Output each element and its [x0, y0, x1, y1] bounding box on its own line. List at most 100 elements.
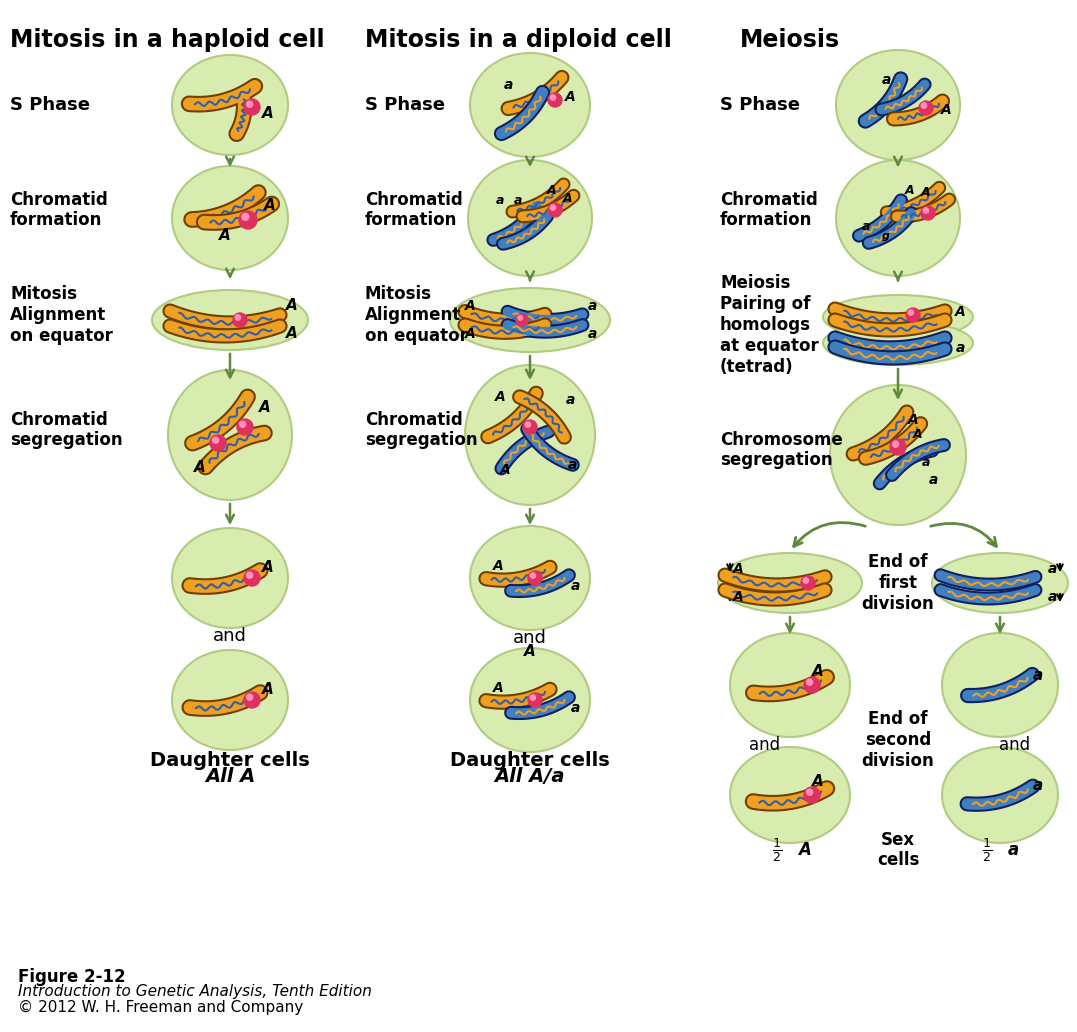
- Text: Mitosis in a haploid cell: Mitosis in a haploid cell: [10, 28, 324, 52]
- Text: a: a: [495, 194, 504, 206]
- Circle shape: [528, 571, 542, 585]
- Text: End of
first
division: End of first division: [862, 553, 935, 613]
- Circle shape: [805, 787, 820, 803]
- Ellipse shape: [470, 526, 590, 630]
- Circle shape: [239, 421, 246, 427]
- Ellipse shape: [152, 290, 308, 350]
- Text: Mitosis in a diploid cell: Mitosis in a diploid cell: [365, 28, 672, 52]
- Text: A: A: [464, 299, 475, 313]
- Text: a: a: [587, 327, 597, 341]
- Text: Daughter cells: Daughter cells: [450, 750, 610, 770]
- Circle shape: [548, 203, 562, 217]
- Circle shape: [805, 677, 820, 694]
- Text: Daughter cells: Daughter cells: [150, 750, 310, 770]
- Text: and: and: [213, 627, 247, 645]
- Circle shape: [550, 95, 556, 100]
- Circle shape: [210, 436, 226, 451]
- Text: a: a: [1047, 562, 1057, 576]
- Text: A: A: [524, 644, 536, 658]
- Circle shape: [526, 422, 531, 427]
- Text: A: A: [908, 413, 919, 427]
- Text: Introduction to Genetic Analysis, Tenth Edition: Introduction to Genetic Analysis, Tenth …: [18, 983, 372, 999]
- Text: A: A: [812, 664, 824, 678]
- Circle shape: [550, 205, 556, 211]
- Text: a: a: [922, 456, 931, 470]
- Text: A: A: [913, 428, 923, 442]
- Circle shape: [921, 206, 935, 220]
- Text: A: A: [563, 192, 573, 204]
- Text: Sex
cells: Sex cells: [877, 831, 919, 869]
- Text: A: A: [905, 184, 914, 196]
- Circle shape: [919, 101, 933, 115]
- Text: A: A: [547, 184, 557, 196]
- Text: a: a: [571, 701, 579, 715]
- Ellipse shape: [465, 365, 595, 505]
- Text: A: A: [564, 90, 575, 104]
- Circle shape: [530, 573, 535, 578]
- Circle shape: [212, 438, 219, 443]
- Text: A: A: [260, 399, 271, 415]
- Ellipse shape: [730, 633, 850, 737]
- Text: Chromatid
formation: Chromatid formation: [10, 191, 108, 229]
- Ellipse shape: [172, 650, 288, 750]
- Circle shape: [923, 207, 928, 214]
- Circle shape: [807, 789, 813, 796]
- Circle shape: [516, 314, 528, 326]
- Ellipse shape: [168, 370, 292, 499]
- Text: A: A: [732, 562, 743, 576]
- Circle shape: [890, 439, 906, 455]
- Circle shape: [908, 310, 913, 315]
- Text: A: A: [492, 559, 503, 573]
- Ellipse shape: [470, 53, 590, 157]
- Text: Chromatid
segregation: Chromatid segregation: [365, 411, 477, 449]
- Text: A: A: [732, 590, 743, 604]
- Text: S Phase: S Phase: [365, 96, 445, 114]
- Ellipse shape: [830, 385, 966, 525]
- Ellipse shape: [942, 633, 1058, 737]
- Text: All A/a: All A/a: [494, 768, 565, 786]
- Circle shape: [807, 679, 813, 685]
- Text: A: A: [954, 305, 965, 319]
- Circle shape: [247, 572, 253, 578]
- Text: A: A: [264, 198, 276, 214]
- Circle shape: [233, 313, 247, 327]
- Circle shape: [239, 211, 257, 229]
- Text: S Phase: S Phase: [721, 96, 800, 114]
- Text: a: a: [1008, 841, 1019, 859]
- Circle shape: [528, 694, 542, 707]
- Text: g: g: [882, 231, 890, 241]
- Circle shape: [235, 315, 240, 320]
- Text: a: a: [565, 393, 575, 407]
- Ellipse shape: [823, 295, 973, 338]
- Circle shape: [237, 419, 253, 436]
- Circle shape: [548, 93, 562, 107]
- Circle shape: [244, 99, 260, 115]
- Ellipse shape: [836, 50, 960, 160]
- Text: End of
second
division: End of second division: [862, 710, 935, 770]
- Text: a: a: [1033, 668, 1044, 682]
- Text: A: A: [940, 103, 951, 117]
- Circle shape: [242, 214, 249, 220]
- Ellipse shape: [470, 648, 590, 752]
- Text: a: a: [928, 473, 938, 487]
- Text: Mitosis
Alignment
on equator: Mitosis Alignment on equator: [10, 285, 113, 345]
- Circle shape: [244, 570, 260, 586]
- Ellipse shape: [172, 166, 288, 270]
- Circle shape: [530, 695, 535, 700]
- Text: Chromatid
formation: Chromatid formation: [721, 191, 817, 229]
- Text: A: A: [494, 390, 505, 404]
- Text: S Phase: S Phase: [10, 96, 90, 114]
- Ellipse shape: [718, 553, 862, 613]
- Text: A: A: [262, 560, 274, 576]
- Text: Meiosis: Meiosis: [740, 28, 840, 52]
- Circle shape: [523, 420, 537, 434]
- Ellipse shape: [942, 747, 1058, 843]
- Text: A: A: [286, 326, 298, 342]
- Text: a: a: [587, 299, 597, 313]
- Text: a: a: [571, 579, 579, 593]
- Text: A: A: [921, 187, 931, 199]
- Text: $\frac{1}{2}$: $\frac{1}{2}$: [982, 836, 992, 864]
- Text: A: A: [464, 327, 475, 341]
- Text: Chromosome
segregation: Chromosome segregation: [721, 430, 842, 470]
- Text: A: A: [262, 105, 274, 121]
